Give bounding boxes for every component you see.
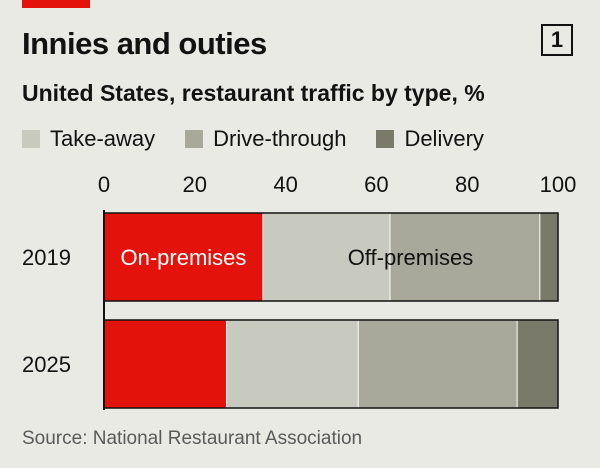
brand-red-tag [22,0,90,8]
chart-title: Innies and outies [22,26,267,61]
category-label-2025: 2025 [22,352,71,377]
legend-label-drive-through: Drive-through [213,126,347,151]
chart-legend: Take-away Drive-through Delivery [22,126,514,152]
source-note: Source: National Restaurant Association [22,428,363,449]
legend-swatch-delivery [376,130,395,148]
bar-take-away-2019 [262,213,391,301]
legend-item-take-away: Take-away [22,126,155,152]
legend-item-drive-through: Drive-through [185,126,346,152]
chart-subtitle: United States, restaurant traffic by typ… [22,80,485,106]
x-tick-label: 40 [273,172,297,197]
legend-label-take-away: Take-away [50,126,156,151]
bar-on-premises-2019 [104,213,263,301]
x-tick-label: 80 [455,172,479,197]
chart-number-badge: 1 [541,24,573,56]
legend-item-delivery: Delivery [376,126,484,152]
annotation-on-premises: On-premises [120,245,246,270]
bar-on-premises-2025 [104,320,227,408]
x-tick-label: 0 [98,172,110,197]
legend-swatch-drive-through [185,130,204,148]
category-label-2019: 2019 [22,245,71,270]
x-tick-label: 60 [364,172,388,197]
bar-delivery-2025 [517,320,558,408]
legend-label-delivery: Delivery [404,126,484,151]
legend-swatch-take-away [22,130,40,148]
x-tick-label: 20 [183,172,207,197]
annotation-off-premises: Off-premises [348,245,474,270]
bar-delivery-2019 [539,213,558,301]
bar-drive-through-2019 [390,213,540,301]
x-tick-label: 100 [540,172,577,197]
bar-take-away-2025 [226,320,359,408]
bar-drive-through-2025 [358,320,518,408]
stacked-bar-chart: 0 20 40 60 80 100 2019 2025 On-premises Off-premi… [22,172,577,410]
